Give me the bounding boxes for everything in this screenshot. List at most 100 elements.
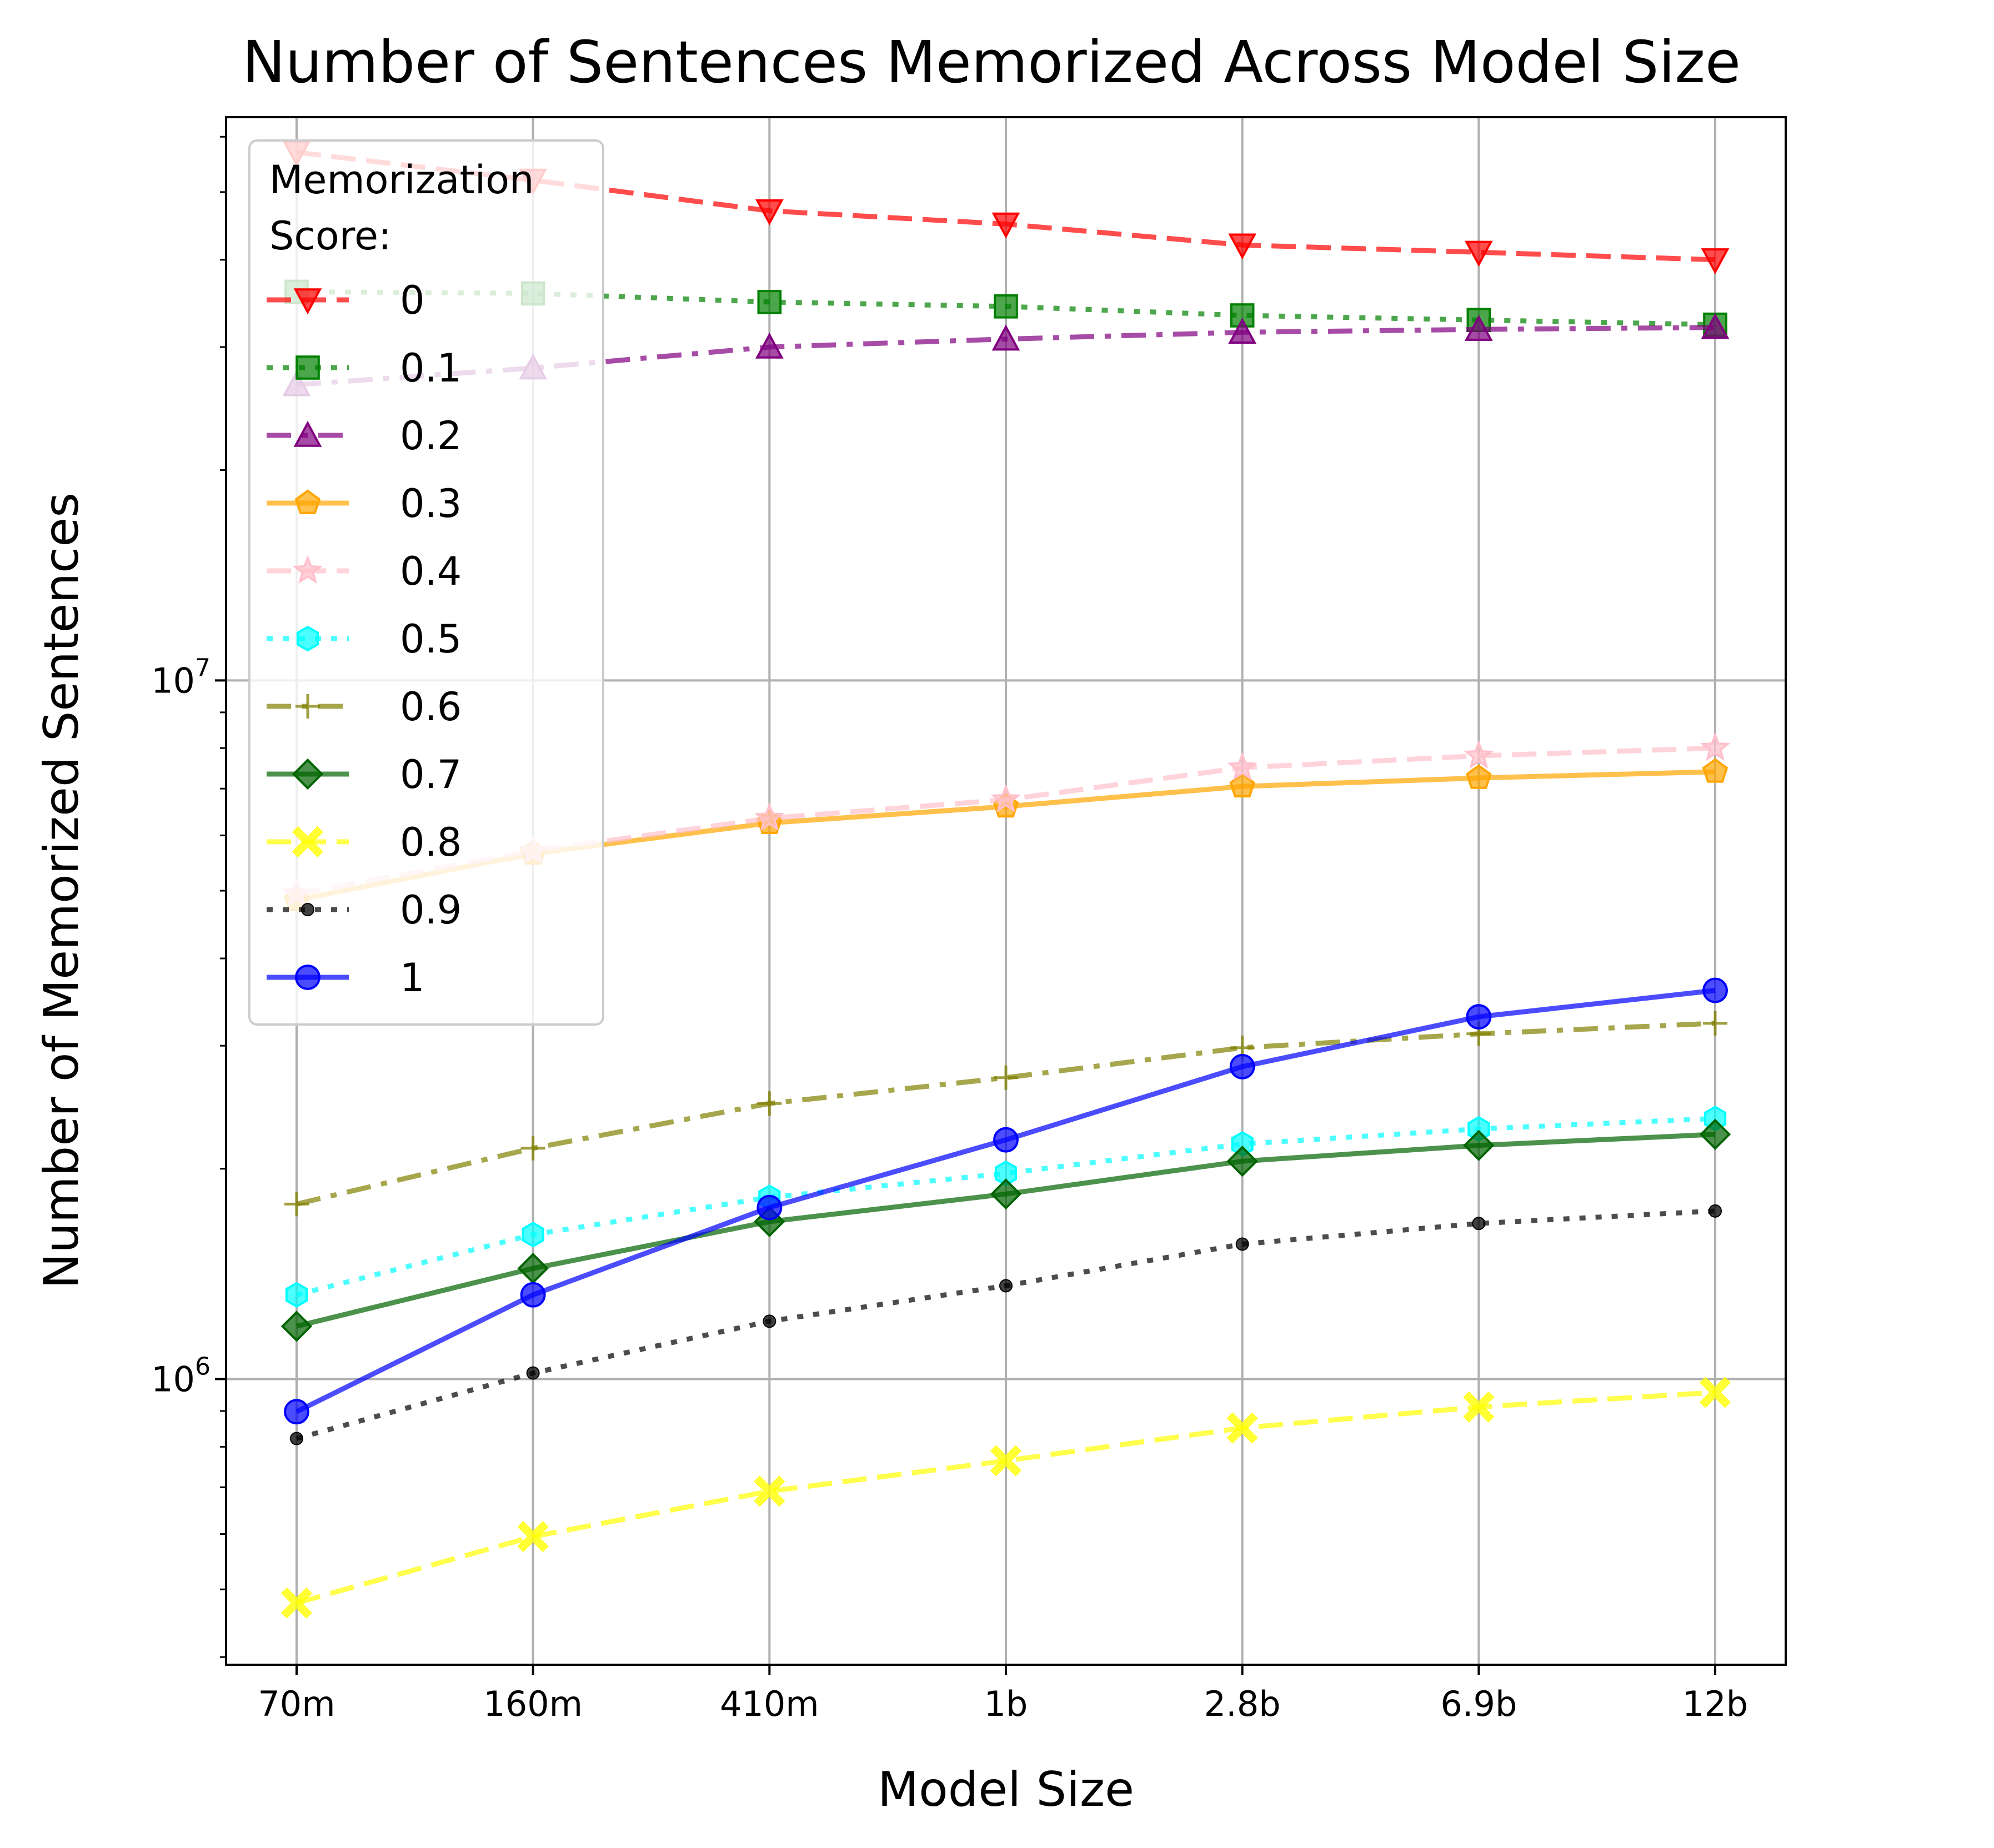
data-point-0.6-1b: [994, 1065, 1018, 1090]
legend-label-1: 1: [400, 955, 425, 1001]
data-point-1-410m: [756, 1194, 783, 1221]
data-point-0.6-70m: [284, 1192, 309, 1217]
legend-marker-1: [295, 965, 320, 990]
legend-label-0.9: 0.9: [400, 887, 462, 933]
legend-item-0.5: 0.5: [267, 616, 462, 662]
data-point-0.8-12b-shape: [1699, 1377, 1731, 1408]
data-point-0.8-6.9b-shape: [1463, 1391, 1495, 1423]
legend-marker-0.3: [294, 489, 321, 514]
legend-item-0.7: 0.7: [267, 752, 462, 797]
series-0.7: [280, 1118, 1731, 1342]
data-point-0.3-6.9b: [1466, 764, 1492, 789]
legend-marker-0.5: [296, 625, 319, 652]
legend-item-1: 1: [267, 955, 425, 1001]
data-point-0.7-12b: [1699, 1118, 1731, 1150]
legend-item-0.1: 0.1: [267, 345, 462, 391]
x-tick-label: 410m: [720, 1684, 819, 1724]
x-tick-label: 70m: [258, 1684, 335, 1724]
data-point-0.8-1b: [990, 1445, 1022, 1477]
chart-title: Number of Sentences Memorized Across Mod…: [242, 28, 1741, 96]
legend-label-0.3: 0.3: [400, 481, 462, 526]
legend-marker-0.9: [301, 903, 314, 916]
data-point-0.2-12b: [1701, 313, 1730, 339]
data-point-1-2.8b: [1229, 1053, 1255, 1079]
legend-label-0.4: 0.4: [400, 549, 462, 594]
legend-item-0.2: 0.2: [267, 413, 462, 459]
legend-item-0.6: 0.6: [267, 684, 462, 730]
legend-title: Memorization: [269, 157, 534, 203]
data-point-0.7-2.8b: [1226, 1146, 1258, 1177]
y-axis-label: Number of Memorized Sentences: [34, 493, 89, 1289]
data-point-0.9-70m: [290, 1432, 303, 1445]
legend-label-0: 0: [400, 278, 425, 323]
data-point-0.8-1b-shape: [990, 1445, 1022, 1477]
data-point-0.9-12b: [1709, 1204, 1722, 1218]
data-point-0.5-70m: [285, 1282, 308, 1308]
legend-item-0.3: 0.3: [267, 481, 462, 526]
data-point-1-12b: [1702, 977, 1728, 1003]
legend-item-0: 0: [267, 278, 425, 323]
data-point-0.4-2.8b: [1227, 751, 1257, 781]
data-point-0.9-410m: [763, 1314, 776, 1328]
data-point-0.8-70m: [280, 1587, 313, 1619]
data-point-0-1b: [991, 212, 1020, 239]
data-point-0.7-6.9b: [1463, 1129, 1495, 1161]
data-point-0.9-2.8b: [1235, 1237, 1249, 1251]
data-point-0.2-410m: [755, 332, 784, 359]
legend-marker-0.6: [295, 694, 320, 719]
legend-marker-0.4: [292, 555, 323, 584]
data-point-0.6-410m: [757, 1091, 782, 1116]
data-point-0.8-2.8b-shape: [1226, 1412, 1258, 1444]
data-point-0.8-160m-shape: [517, 1520, 549, 1553]
legend-item-0.8: 0.8: [267, 820, 462, 865]
data-point-0.8-12b: [1699, 1377, 1731, 1408]
legend-item-0.4: 0.4: [267, 549, 462, 594]
data-point-0.4-6.9b: [1464, 740, 1494, 769]
data-point-1-6.9b: [1466, 1004, 1492, 1030]
x-axis-label: Model Size: [878, 1762, 1134, 1817]
legend-label-0.1: 0.1: [400, 345, 462, 391]
data-point-0.9-6.9b: [1472, 1217, 1486, 1231]
data-point-0.9-1b: [999, 1279, 1013, 1293]
legend-box: [248, 139, 604, 1026]
legend-label-0.6: 0.6: [400, 684, 462, 730]
data-point-0.4-12b: [1700, 732, 1731, 761]
legend-item-0.9: 0.9: [267, 887, 462, 933]
data-point-0-410m: [755, 199, 784, 225]
legend-marker-0: [293, 288, 322, 315]
data-point-0.1-1b: [994, 294, 1018, 319]
data-point-0.3-12b: [1702, 758, 1729, 783]
data-point-0-12b: [1701, 248, 1730, 275]
data-point-0.6-12b: [1703, 1011, 1727, 1036]
data-point-0.8-160m: [517, 1520, 549, 1553]
legend-label-0.8: 0.8: [400, 820, 462, 865]
data-point-0.8-410m: [754, 1475, 785, 1507]
x-axis-ticks: 70m 160m 410m 1b 2.8b 6.9b 12b: [258, 1665, 1748, 1724]
series-0.9: [290, 1204, 1722, 1445]
data-point-0.4-1b: [990, 784, 1021, 813]
series-0.6: [284, 1011, 1727, 1217]
legend-marker-0.8-shape: [292, 826, 324, 858]
legend-marker-0.7: [292, 758, 324, 790]
legend-label-0.7: 0.7: [400, 752, 462, 797]
x-tick-label: 2.8b: [1204, 1684, 1281, 1724]
legend-marker-0.2: [293, 420, 322, 447]
data-point-1-1b: [993, 1127, 1019, 1153]
data-point-0.7-1b: [990, 1178, 1022, 1210]
data-point-0.2-1b: [991, 324, 1020, 351]
data-point-0.2-2.8b: [1228, 318, 1257, 344]
data-point-0.9-160m: [526, 1366, 540, 1380]
data-point-0.8-6.9b: [1463, 1391, 1495, 1423]
data-point-1-160m: [520, 1282, 546, 1308]
data-point-0.4-410m: [754, 802, 785, 831]
data-point-0.6-160m: [520, 1136, 545, 1161]
data-point-0.8-70m-shape: [280, 1587, 313, 1619]
data-point-0.7-70m: [280, 1310, 313, 1342]
series-1: [284, 977, 1728, 1425]
data-point-0.5-160m: [522, 1222, 544, 1248]
data-point-0.7-410m: [754, 1206, 785, 1238]
legend-entries: 0 0.1 0.2 0.3 0.4 0.5 0.6 0.7 0.8 0.9 1: [267, 278, 462, 1001]
legend: Memorization Score: 00.10.20.30.40.50.60…: [248, 139, 604, 1026]
legend-title-line-2: Score:: [269, 213, 392, 259]
